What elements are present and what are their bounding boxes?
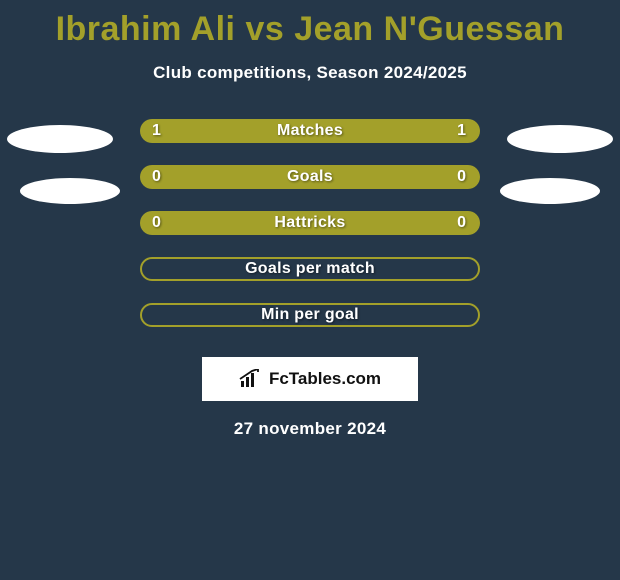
stat-row-goals-per-match: Goals per match <box>0 257 620 303</box>
stat-label: Goals <box>140 165 480 189</box>
chart-icon <box>239 369 263 389</box>
stat-value-right: 0 <box>457 165 466 189</box>
logo-text: FcTables.com <box>269 369 381 389</box>
date-text: 27 november 2024 <box>0 419 620 439</box>
stat-value-right: 0 <box>457 211 466 235</box>
stat-row-min-per-goal: Min per goal <box>0 303 620 349</box>
subtitle: Club competitions, Season 2024/2025 <box>0 63 620 83</box>
stat-row-hattricks: 0 Hattricks 0 <box>0 211 620 257</box>
logo-text-suffix: .com <box>341 369 381 388</box>
stat-rows: 1 Matches 1 0 Goals 0 0 Hattricks 0 Goal… <box>0 119 620 349</box>
stat-label: Matches <box>140 119 480 143</box>
page-title: Ibrahim Ali vs Jean N'Guessan <box>0 0 620 49</box>
stat-row-matches: 1 Matches 1 <box>0 119 620 165</box>
stat-label: Hattricks <box>140 211 480 235</box>
logo-text-bold: FcTables <box>269 369 341 388</box>
stat-label: Goals per match <box>140 257 480 281</box>
logo-box: FcTables.com <box>202 357 418 401</box>
stat-row-goals: 0 Goals 0 <box>0 165 620 211</box>
stat-label: Min per goal <box>140 303 480 327</box>
stat-value-right: 1 <box>457 119 466 143</box>
